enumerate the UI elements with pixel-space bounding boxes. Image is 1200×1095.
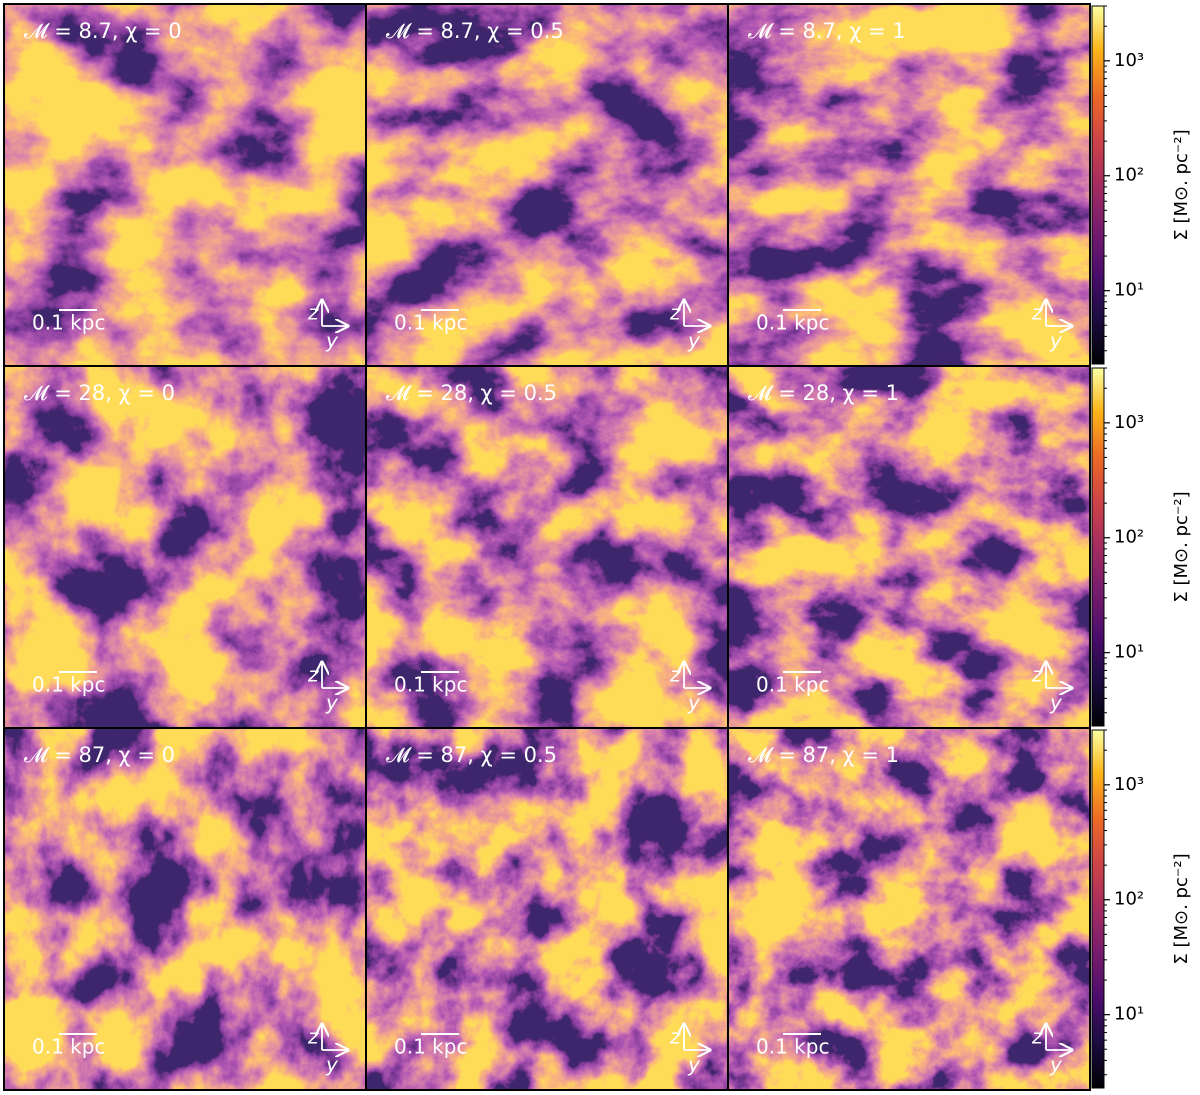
density-map xyxy=(728,366,1090,728)
panel-label: 𝓜 = 87, χ = 1 xyxy=(748,743,899,767)
axis-right-label: y xyxy=(687,329,701,353)
density-map xyxy=(4,366,366,728)
axis-right-label: y xyxy=(325,1053,339,1077)
panel-label: 𝓜 = 28, χ = 0 xyxy=(24,381,175,405)
panel: 𝓜 = 87, χ = 0.5 0.1 kpc zy xyxy=(365,727,729,1091)
panel-label: 𝓜 = 8.7, χ = 1 xyxy=(748,19,906,43)
scale-bar-label: 0.1 kpc xyxy=(394,673,467,697)
axis-up-label: z xyxy=(307,301,319,325)
axis-right-label: y xyxy=(325,329,339,353)
axis-right-label: y xyxy=(1049,691,1063,715)
panel-label: 𝓜 = 87, χ = 0.5 xyxy=(386,743,557,767)
panel-label: 𝓜 = 28, χ = 0.5 xyxy=(386,381,557,405)
scale-bar-label: 0.1 kpc xyxy=(756,1035,829,1059)
density-map xyxy=(366,366,728,728)
colorbar-tick-label: 10² xyxy=(1114,889,1144,910)
axis-up-label: z xyxy=(1031,663,1043,687)
scale-bar-label: 0.1 kpc xyxy=(756,311,829,335)
density-map xyxy=(728,4,1090,366)
panel: 𝓜 = 8.7, χ = 0 0.1 kpc zy xyxy=(3,3,367,367)
panel: 𝓜 = 87, χ = 0 0.1 kpc zy xyxy=(3,727,367,1091)
axis-up-label: z xyxy=(669,1025,681,1049)
scale-bar-label: 0.1 kpc xyxy=(32,311,105,335)
axis-right-label: y xyxy=(687,691,701,715)
panel-label: 𝓜 = 8.7, χ = 0 xyxy=(24,19,182,43)
density-map xyxy=(4,4,366,366)
colorbar-tick-label: 10³ xyxy=(1114,774,1144,795)
colorbar-tick-label: 10³ xyxy=(1114,50,1144,71)
axis-up-label: z xyxy=(669,663,681,687)
axis-up-label: z xyxy=(307,1025,319,1049)
colorbar xyxy=(1091,5,1105,365)
panel-label: 𝓜 = 87, χ = 0 xyxy=(24,743,175,767)
colorbar-label: Σ [M⊙. pc⁻²] xyxy=(1171,129,1192,240)
colorbar-tick-label: 10² xyxy=(1114,165,1144,186)
axis-up-label: z xyxy=(669,301,681,325)
colorbar-label: Σ [M⊙. pc⁻²] xyxy=(1171,853,1192,964)
axis-up-label: z xyxy=(1031,1025,1043,1049)
axis-right-label: y xyxy=(1049,329,1063,353)
panel: 𝓜 = 87, χ = 1 0.1 kpc zy xyxy=(727,727,1091,1091)
panel-label: 𝓜 = 28, χ = 1 xyxy=(748,381,899,405)
colorbar xyxy=(1091,729,1105,1089)
panel-label: 𝓜 = 8.7, χ = 0.5 xyxy=(386,19,564,43)
density-map xyxy=(366,728,728,1090)
colorbar xyxy=(1091,367,1105,727)
colorbar-label: Σ [M⊙. pc⁻²] xyxy=(1171,491,1192,602)
panel: 𝓜 = 8.7, χ = 1 0.1 kpc zy xyxy=(727,3,1091,367)
colorbar-tick-label: 10¹ xyxy=(1114,642,1144,663)
axis-up-label: z xyxy=(1031,301,1043,325)
panel: 𝓜 = 28, χ = 1 0.1 kpc zy xyxy=(727,365,1091,729)
axis-right-label: y xyxy=(325,691,339,715)
panel: 𝓜 = 8.7, χ = 0.5 0.1 kpc zy xyxy=(365,3,729,367)
scale-bar-label: 0.1 kpc xyxy=(32,1035,105,1059)
panel: 𝓜 = 28, χ = 0.5 0.1 kpc zy xyxy=(365,365,729,729)
scale-bar-label: 0.1 kpc xyxy=(394,311,467,335)
axis-right-label: y xyxy=(1049,1053,1063,1077)
scale-bar-label: 0.1 kpc xyxy=(394,1035,467,1059)
axis-right-label: y xyxy=(687,1053,701,1077)
colorbar-tick-label: 10³ xyxy=(1114,412,1144,433)
density-map xyxy=(366,4,728,366)
colorbar-tick-label: 10² xyxy=(1114,527,1144,548)
scale-bar-label: 0.1 kpc xyxy=(756,673,829,697)
axis-up-label: z xyxy=(307,663,319,687)
density-map xyxy=(4,728,366,1090)
colorbar-tick-label: 10¹ xyxy=(1114,1004,1144,1025)
scale-bar-label: 0.1 kpc xyxy=(32,673,105,697)
colorbar-tick-label: 10¹ xyxy=(1114,280,1144,301)
density-map xyxy=(728,728,1090,1090)
panel: 𝓜 = 28, χ = 0 0.1 kpc zy xyxy=(3,365,367,729)
panel-frame xyxy=(727,727,1091,1091)
